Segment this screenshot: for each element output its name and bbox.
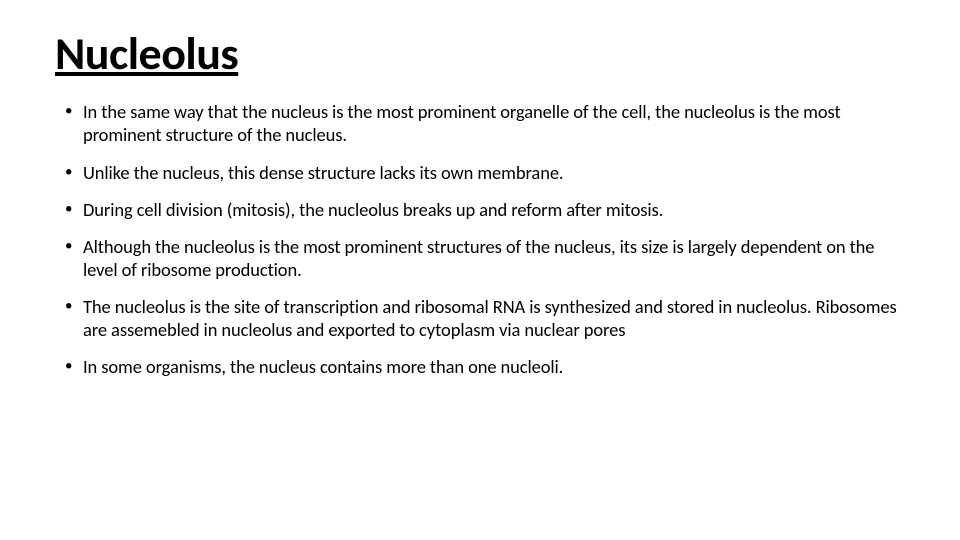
bullet-list: In the same way that the nucleus is the … — [55, 100, 905, 378]
slide-title: Nucleolus — [55, 30, 905, 78]
list-item: The nucleolus is the site of transcripti… — [55, 295, 905, 341]
list-item: In the same way that the nucleus is the … — [55, 100, 905, 146]
slide: Nucleolus In the same way that the nucle… — [0, 0, 960, 540]
list-item: During cell division (mitosis), the nucl… — [55, 198, 905, 221]
list-item: Unlike the nucleus, this dense structure… — [55, 161, 905, 184]
list-item: Although the nucleolus is the most promi… — [55, 235, 905, 281]
list-item: In some organisms, the nucleus contains … — [55, 355, 905, 378]
